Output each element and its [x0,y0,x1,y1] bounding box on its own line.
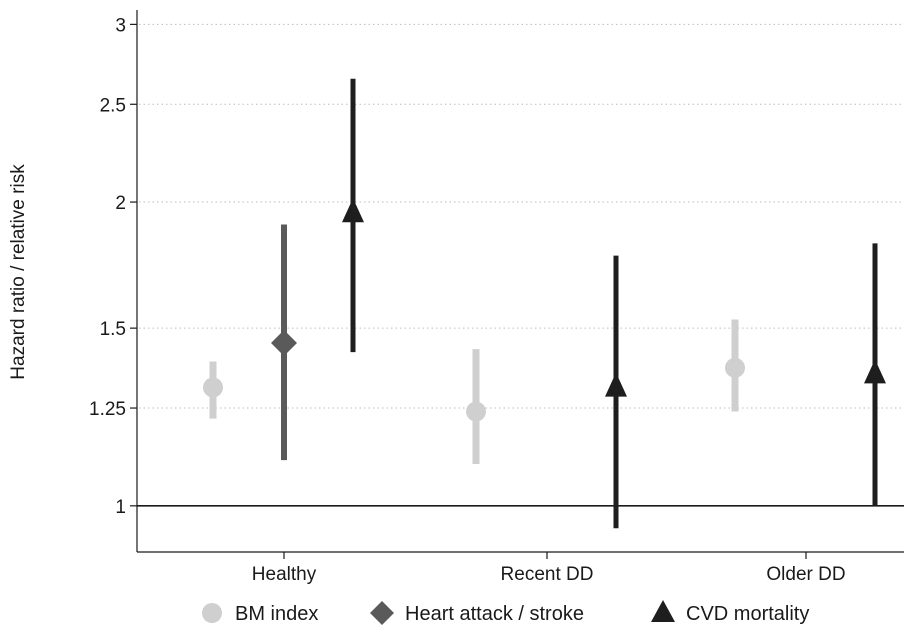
y-axis-ticks: 1 1.25 1.5 2 2.5 3 [89,15,137,518]
gridlines [139,23,904,409]
x-axis-ticks: Healthy Recent DD Older DD [252,552,846,585]
x-tick-label: Recent DD [501,564,594,585]
legend-heart-attack-stroke-label: Heart attack / stroke [405,603,584,625]
legend: BM index Heart attack / stroke CVD mortali… [202,600,809,625]
heart-attack-stroke-point [271,329,297,356]
bm-index-point [466,401,486,422]
y-axis-label: Hazard ratio / relative risk [8,164,29,380]
legend-cvd-mortality-marker [651,600,675,622]
y-tick-label: 1.25 [89,399,126,420]
x-tick-label: Healthy [252,564,317,585]
cvd-mortality-point [342,198,364,223]
y-tick-label: 3 [115,15,126,36]
legend-cvd-mortality-label: CVD mortality [686,603,809,625]
y-tick-label: 1.5 [100,319,126,340]
data-marks [203,78,886,529]
cvd-mortality-point [864,359,886,384]
axes [136,10,904,553]
cvd-mortality-point [605,372,627,397]
bm-index-point [203,377,223,398]
legend-bm-index-marker [202,603,222,623]
y-tick-label: 2.5 [100,95,126,116]
bm-index-point [725,357,745,378]
legend-heart-attack-stroke-marker [370,601,394,625]
legend-bm-index-label: BM index [235,603,318,625]
y-tick-label: 1 [115,497,126,518]
y-tick-label: 2 [115,193,126,214]
x-tick-label: Older DD [766,564,845,585]
